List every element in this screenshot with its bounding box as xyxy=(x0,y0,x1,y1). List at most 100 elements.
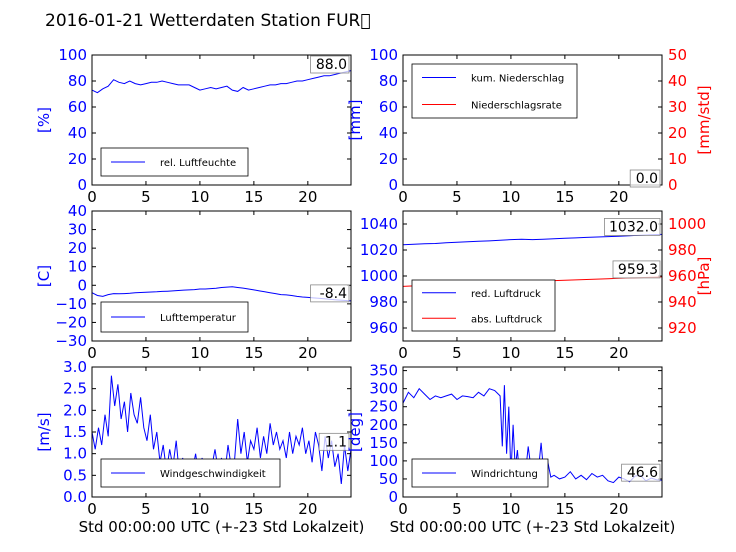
x-tick-label: 15 xyxy=(555,500,574,518)
y-axis-label: [C] xyxy=(35,265,53,287)
x-tick-label: 15 xyxy=(244,188,263,206)
y-tick-label: 60 xyxy=(68,98,87,116)
x-tick-label: 10 xyxy=(190,188,209,206)
plot-frame-temperature xyxy=(91,210,352,342)
x-tick-label: 20 xyxy=(609,500,628,518)
legend-entry: Windrichtung xyxy=(471,469,538,480)
y-right-tick-label: 10 xyxy=(668,150,687,168)
y-tick-label: 0 xyxy=(388,488,398,506)
panel-pressure: 0 5 10 15 20 960 980 1000 1020 1040 920 940 960 980 10… xyxy=(360,210,713,362)
y-tick-label: 1040 xyxy=(360,215,398,233)
y-tick-label: 30 xyxy=(68,221,87,239)
y-right-tick-label: 920 xyxy=(668,319,697,337)
x-tick-label: 5 xyxy=(141,188,151,206)
y-tick-label: 250 xyxy=(369,398,398,416)
y-tick-label: 300 xyxy=(369,380,398,398)
value-label-winddirection-box xyxy=(621,463,661,482)
y-tick-label: 10 xyxy=(68,258,87,276)
y-tick-label: 960 xyxy=(369,319,398,337)
legend-entry: kum. Niederschlag xyxy=(471,74,564,85)
y-tick-label: 80 xyxy=(68,72,87,90)
value-label-humidity: 88.0 xyxy=(316,57,347,73)
value-label-precipitation: 0.0 xyxy=(636,171,658,187)
x-axis-label: Std 00:00:00 UTC (+-23 Std Lokalzeit) xyxy=(390,518,676,536)
legend-humidity: rel. Luftfeuchte xyxy=(100,147,249,177)
x-tick-label: 0 xyxy=(87,344,97,362)
y-tick-label: 1000 xyxy=(360,267,398,285)
x-tick-label: 5 xyxy=(141,344,151,362)
y-tick-label: 2.5 xyxy=(63,380,87,398)
y-right-tick-label: 50 xyxy=(668,46,687,64)
legend-entry: Windgeschwindigkeit xyxy=(160,469,266,480)
legend-pressure: red. Luftdruck abs. Luftdruck xyxy=(411,279,556,332)
legend-temperature: Lufttemperatur xyxy=(100,301,249,333)
y-right-tick-label: 30 xyxy=(668,98,687,116)
y-tick-label: 1.0 xyxy=(63,445,87,463)
figure-title: 2016-01-21 Wetterdaten Station FUR  xyxy=(45,11,371,31)
y-tick-label: 0 xyxy=(77,276,87,294)
x-tick-label: 15 xyxy=(244,500,263,518)
x-tick-label: 0 xyxy=(398,500,408,518)
y-tick-label: 200 xyxy=(369,416,398,434)
x-tick-label: 5 xyxy=(452,500,462,518)
x-tick-label: 0 xyxy=(398,344,408,362)
y-tick-label: 1020 xyxy=(360,241,398,259)
panel-windspeed: 0 5 10 15 20 0.0 0.5 1.0 1.5 2.0 2.5 3.0 [m/s] Std 00… xyxy=(35,358,364,536)
y-tick-label: 0 xyxy=(388,176,398,194)
y-tick-label: 40 xyxy=(68,202,87,220)
plot-frame-humidity xyxy=(91,54,352,186)
y-tick-label: −30 xyxy=(55,332,87,350)
y-tick-label: 50 xyxy=(379,470,398,488)
legend-winddirection: Windrichtung xyxy=(411,458,549,488)
series-line-windspeed-0 xyxy=(91,375,352,485)
legend-entry: rel. Luftfeuchte xyxy=(160,158,236,169)
y-tick-label: 100 xyxy=(369,452,398,470)
value-label-right-pressure: 959.3 xyxy=(618,262,658,278)
series-line-humidity-0 xyxy=(91,70,352,94)
x-tick-label: 5 xyxy=(452,188,462,206)
y-axis-label: [mm] xyxy=(346,100,364,141)
x-tick-label: 15 xyxy=(244,344,263,362)
y-tick-label: 2.0 xyxy=(63,401,87,419)
y-tick-label: 80 xyxy=(379,72,398,90)
y-tick-label: −10 xyxy=(55,295,87,313)
value-label-windspeed: 1.1 xyxy=(325,434,347,450)
x-tick-label: 0 xyxy=(87,500,97,518)
value-label-pressure: 1032.0 xyxy=(609,219,658,235)
y-axis-label: [deg] xyxy=(346,412,364,452)
x-tick-label: 20 xyxy=(298,344,317,362)
x-tick-label: 5 xyxy=(141,500,151,518)
y-tick-label: 0.0 xyxy=(63,488,87,506)
y-tick-label: 3.0 xyxy=(63,358,87,376)
legend-box xyxy=(411,63,578,119)
plot-frame-winddirection xyxy=(402,366,663,498)
y-right-tick-label: 0 xyxy=(668,176,678,194)
y-tick-label: 40 xyxy=(68,124,87,142)
x-tick-label: 10 xyxy=(190,344,209,362)
y-right-tick-label: 40 xyxy=(668,72,687,90)
y-tick-label: 100 xyxy=(369,46,398,64)
value-label-windspeed-box xyxy=(318,432,350,451)
y-tick-label: 0.5 xyxy=(63,466,87,484)
x-tick-label: 15 xyxy=(555,344,574,362)
value-label-precipitation-box xyxy=(629,169,661,188)
y-right-tick-label: 20 xyxy=(668,124,687,142)
legend-entry: Niederschlagsrate xyxy=(471,101,562,112)
legend-entry: abs. Luftdruck xyxy=(471,314,542,325)
value-label-temperature: -8.4 xyxy=(320,286,347,302)
panel-humidity: 0 5 10 15 20 0 20 40 60 80 100 [%] rel. Luftfeuchte 8… xyxy=(35,46,352,206)
y-axis-label: [m/s] xyxy=(35,412,53,451)
x-tick-label: 0 xyxy=(398,188,408,206)
x-tick-label: 10 xyxy=(190,500,209,518)
value-label-winddirection: 46.6 xyxy=(627,465,658,481)
y-axis-label-right: [mm/std] xyxy=(695,85,713,154)
x-tick-label: 10 xyxy=(501,500,520,518)
x-tick-label: 15 xyxy=(555,188,574,206)
y-right-tick-label: 960 xyxy=(668,267,697,285)
y-tick-label: 20 xyxy=(68,150,87,168)
x-tick-label: 10 xyxy=(501,344,520,362)
x-tick-label: 20 xyxy=(298,500,317,518)
y-tick-label: 60 xyxy=(379,98,398,116)
y-tick-label: 20 xyxy=(379,150,398,168)
